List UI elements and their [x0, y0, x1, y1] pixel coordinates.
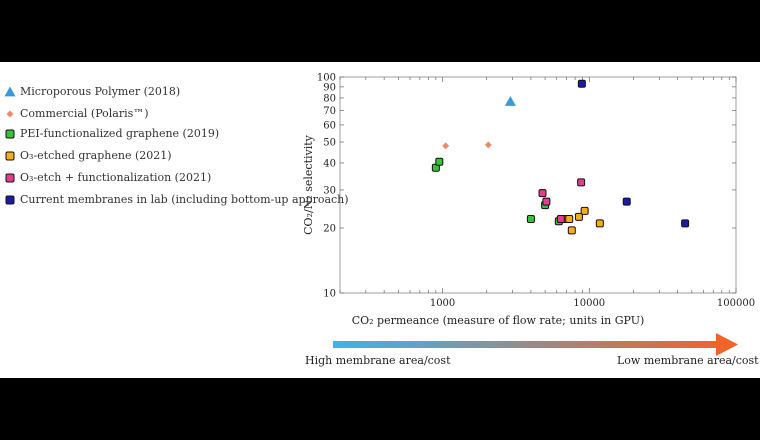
- point-o3_func: [556, 215, 565, 224]
- legend-marker-square: [5, 151, 15, 161]
- diamond-marker: [5, 109, 15, 119]
- point-o3_etched: [574, 212, 583, 221]
- legend-marker-triangle: [4, 86, 16, 97]
- x-axis-label: CO₂ permeance (measure of flow rate; uni…: [352, 314, 645, 327]
- legend-item-current: Current membranes in lab (including bott…: [4, 193, 349, 207]
- point-commercial: [483, 140, 493, 150]
- data-points: [431, 79, 690, 235]
- y-tick-label: 50: [323, 138, 336, 149]
- legend-marker-square: [5, 173, 15, 183]
- square-marker: [5, 195, 15, 205]
- point-current: [577, 79, 586, 88]
- point-current: [681, 219, 690, 228]
- point-o3_etched: [567, 226, 576, 235]
- y-tick-label: 100: [317, 73, 336, 84]
- point-o3_func: [577, 178, 586, 187]
- figure-panel: [0, 62, 760, 378]
- y-tick-label: 70: [323, 106, 336, 117]
- x-tick-label: 1000: [430, 298, 455, 309]
- y-axis-label: CO₂/N₂ selectivity: [302, 134, 315, 235]
- point-commercial: [441, 141, 451, 151]
- square-marker: [5, 151, 15, 161]
- legend-item-o3_func: O₃-etch + functionalization (2021): [4, 171, 211, 185]
- legend-item-o3_etched: O₃-etched graphene (2021): [4, 149, 172, 163]
- legend-label: O₃-etch + functionalization (2021): [20, 171, 212, 184]
- y-tick-label: 30: [323, 185, 336, 196]
- plot-area: [339, 76, 737, 294]
- point-pei: [435, 157, 444, 166]
- cost-gradient-arrow: [333, 333, 738, 356]
- point-o3_etched: [565, 215, 574, 224]
- point-current: [622, 197, 631, 206]
- point-o3_func: [542, 197, 551, 206]
- y-tick-label: 90: [323, 82, 336, 93]
- x-tick-label: 10000: [573, 298, 605, 309]
- point-o3_etched: [595, 219, 604, 228]
- square-marker: [5, 129, 15, 139]
- legend-label: Microporous Polymer (2018): [20, 85, 181, 98]
- y-tick-label: 10: [323, 289, 336, 300]
- point-microporous: [504, 96, 516, 106]
- legend-item-microporous: Microporous Polymer (2018): [4, 85, 180, 99]
- point-o3_func: [538, 189, 547, 198]
- y-tick-label: 20: [323, 223, 336, 234]
- square-marker: [5, 173, 15, 183]
- point-o3_etched: [580, 206, 589, 215]
- gradient-right-label: Low membrane area/cost: [617, 354, 759, 367]
- y-tick-label: 40: [323, 158, 336, 169]
- legend-item-commercial: Commercial (Polaris™): [4, 107, 149, 121]
- x-tick-label: 100000: [717, 298, 755, 309]
- legend-marker-diamond: [5, 109, 15, 119]
- point-pei: [526, 215, 535, 224]
- legend-label: O₃-etched graphene (2021): [20, 149, 172, 162]
- legend-marker-square: [5, 195, 15, 205]
- legend-label: Commercial (Polaris™): [20, 107, 149, 120]
- legend-label: PEI-functionalized graphene (2019): [20, 127, 220, 140]
- y-tick-label: 80: [323, 93, 336, 104]
- legend-item-pei: PEI-functionalized graphene (2019): [4, 127, 219, 141]
- y-tick-label: 60: [323, 120, 336, 131]
- gradient-left-label: High membrane area/cost: [305, 354, 451, 367]
- legend-marker-square: [5, 129, 15, 139]
- triangle-marker: [4, 86, 16, 97]
- legend-label: Current membranes in lab (including bott…: [20, 193, 349, 206]
